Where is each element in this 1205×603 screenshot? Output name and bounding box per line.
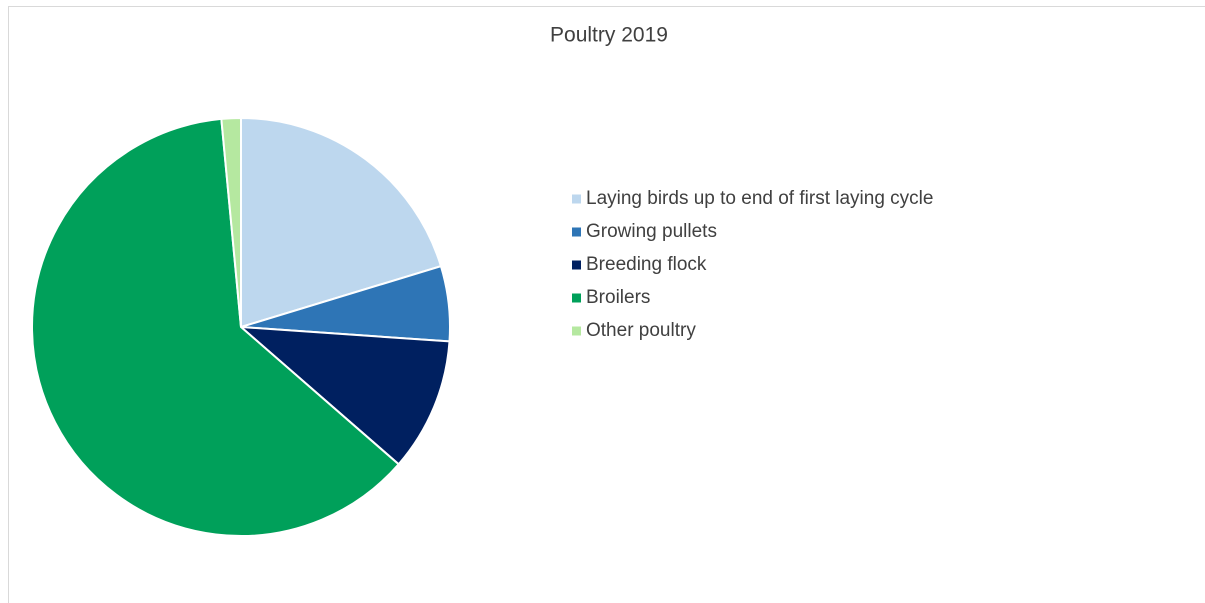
legend-label: Broilers [586, 287, 650, 308]
pie-slice [31, 117, 401, 537]
legend-label: Other poultry [586, 320, 696, 341]
pie-slice [220, 116, 242, 328]
chart-title: Poultry 2019 [550, 24, 668, 47]
legend-swatch [572, 227, 581, 237]
legend-swatch [572, 260, 581, 270]
legend-swatch [572, 293, 581, 303]
legend-label: Breeding flock [586, 254, 707, 275]
legend-swatch [572, 326, 581, 336]
legend-label: Growing pullets [586, 221, 717, 242]
legend-label: Laying birds up to end of first laying c… [586, 188, 933, 209]
pie-slice [240, 116, 443, 329]
legend-swatch [572, 194, 581, 204]
pie-slice [238, 325, 451, 466]
